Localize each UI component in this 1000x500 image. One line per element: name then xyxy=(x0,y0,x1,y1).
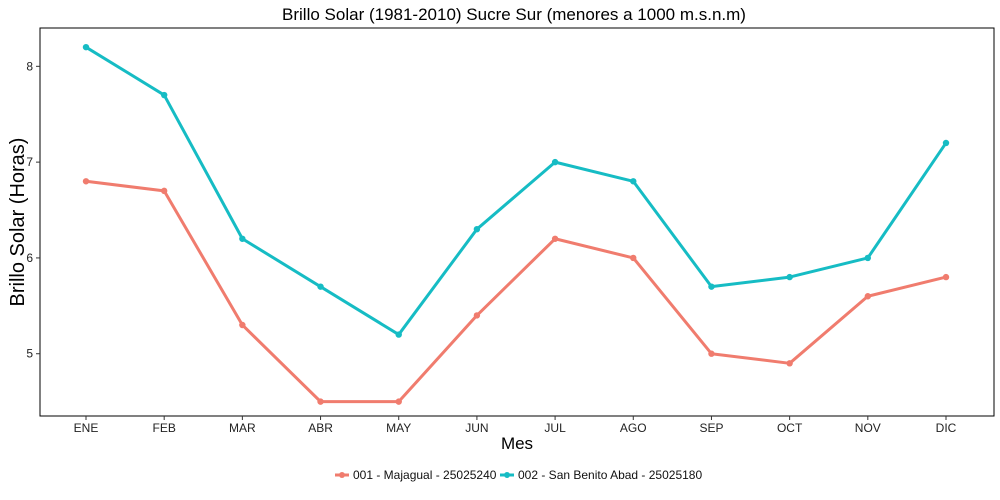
x-tick-label: ENE xyxy=(74,421,99,435)
y-tick-label: 7 xyxy=(26,155,33,169)
data-point xyxy=(708,283,715,290)
x-tick-label: MAR xyxy=(229,421,256,435)
x-axis-title: Mes xyxy=(501,434,533,453)
data-point xyxy=(942,139,950,147)
y-axis: 5 6 7 8 xyxy=(26,59,40,361)
legend-item: 002 - San Benito Abad - 25025180 xyxy=(500,468,702,482)
x-axis: ENE FEB MAR ABR MAY JUN JUL AGO SEP OCT NOV DIC xyxy=(74,416,957,435)
series-line xyxy=(84,179,948,404)
x-tick-label: JUL xyxy=(544,421,566,435)
legend-key-point xyxy=(339,472,345,478)
y-tick-label: 6 xyxy=(26,251,33,265)
data-point xyxy=(239,321,246,329)
data-point xyxy=(551,158,559,166)
data-point xyxy=(786,273,793,281)
x-tick-label: OCT xyxy=(777,421,803,435)
x-tick-label: MAY xyxy=(386,421,411,435)
legend-label: 001 - Majagual - 25025240 xyxy=(353,468,497,482)
legend-item: 001 - Majagual - 25025240 xyxy=(335,468,497,482)
series-layer xyxy=(82,43,950,405)
legend-key-point xyxy=(504,472,510,478)
data-point xyxy=(82,178,90,185)
data-point xyxy=(708,350,715,357)
data-point xyxy=(82,43,90,51)
y-axis-title: Brillo Solar (Horas) xyxy=(7,138,29,307)
x-tick-label: DIC xyxy=(936,421,957,435)
data-point xyxy=(160,187,168,195)
data-point xyxy=(551,235,559,242)
series-1 xyxy=(82,178,950,405)
y-tick-label: 5 xyxy=(26,347,33,361)
plot-panel xyxy=(39,27,995,417)
x-tick-label: FEB xyxy=(153,421,176,435)
data-point xyxy=(473,312,481,319)
y-tick-label: 8 xyxy=(26,59,33,73)
data-point xyxy=(395,331,402,338)
x-tick-label: ABR xyxy=(308,421,333,435)
data-point xyxy=(395,398,402,405)
chart-title: Brillo Solar (1981-2010) Sucre Sur (meno… xyxy=(282,5,746,24)
data-point xyxy=(160,91,168,99)
data-point xyxy=(317,398,324,405)
x-tick-label: NOV xyxy=(855,421,881,435)
x-tick-label: AGO xyxy=(620,421,647,435)
x-tick-label: SEP xyxy=(699,421,723,435)
legend: 001 - Majagual - 25025240 002 - San Benit… xyxy=(335,468,702,482)
data-point xyxy=(630,254,637,262)
x-tick-label: JUN xyxy=(465,421,488,435)
data-point xyxy=(239,235,246,242)
data-point xyxy=(317,283,324,290)
series-2 xyxy=(82,43,950,338)
legend-label: 002 - San Benito Abad - 25025180 xyxy=(518,468,702,482)
data-point xyxy=(942,273,950,281)
series-line xyxy=(84,45,948,337)
data-point xyxy=(630,178,637,185)
data-point xyxy=(864,293,872,300)
data-point xyxy=(864,254,872,262)
data-point xyxy=(786,360,793,367)
data-point xyxy=(473,225,481,233)
